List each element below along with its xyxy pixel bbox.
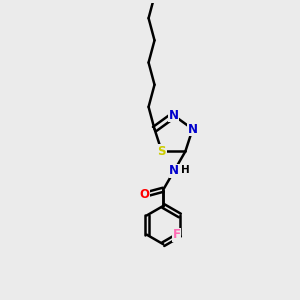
Text: N: N <box>169 109 178 122</box>
Text: N: N <box>188 123 198 136</box>
Text: F: F <box>173 228 181 241</box>
Text: S: S <box>158 145 166 158</box>
Text: O: O <box>140 188 150 201</box>
Text: N: N <box>169 164 179 177</box>
Text: H: H <box>181 165 190 175</box>
